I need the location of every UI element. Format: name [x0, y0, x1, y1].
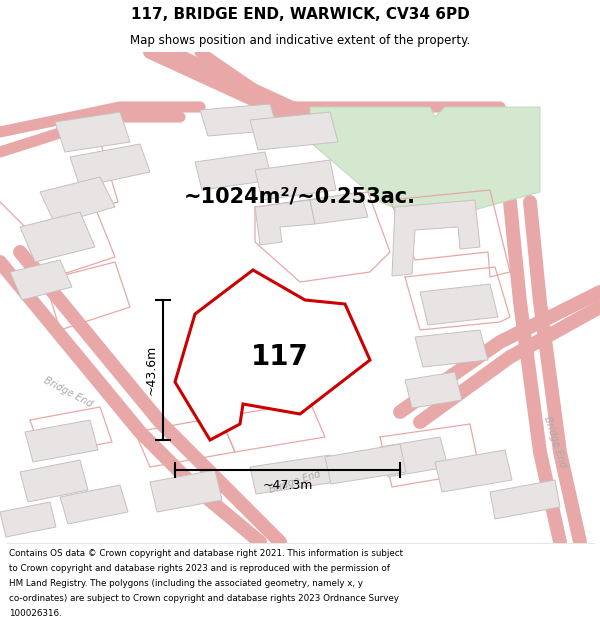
Polygon shape: [55, 112, 130, 152]
Polygon shape: [420, 284, 498, 325]
Polygon shape: [0, 502, 56, 537]
Polygon shape: [195, 152, 272, 190]
Polygon shape: [405, 372, 462, 408]
Polygon shape: [150, 470, 222, 512]
Polygon shape: [60, 485, 128, 524]
Polygon shape: [490, 480, 560, 519]
Text: ~43.6m: ~43.6m: [145, 345, 157, 395]
Polygon shape: [255, 160, 336, 200]
Polygon shape: [20, 212, 95, 262]
Text: Bridge End: Bridge End: [42, 375, 94, 409]
Polygon shape: [250, 112, 338, 150]
Polygon shape: [40, 177, 115, 224]
Text: 117: 117: [251, 343, 309, 371]
Polygon shape: [310, 192, 368, 224]
Polygon shape: [250, 455, 336, 494]
Text: Map shows position and indicative extent of the property.: Map shows position and indicative extent…: [130, 34, 470, 47]
Text: ~47.3m: ~47.3m: [262, 479, 313, 492]
Polygon shape: [435, 450, 512, 492]
Polygon shape: [70, 144, 150, 187]
Polygon shape: [415, 330, 488, 367]
Text: 100026316.: 100026316.: [9, 609, 62, 618]
Text: to Crown copyright and database rights 2023 and is reproduced with the permissio: to Crown copyright and database rights 2…: [9, 564, 390, 573]
Text: Bridge End: Bridge End: [268, 469, 322, 495]
Polygon shape: [325, 444, 406, 484]
Text: Contains OS data © Crown copyright and database right 2021. This information is : Contains OS data © Crown copyright and d…: [9, 549, 403, 558]
Polygon shape: [175, 270, 370, 440]
Text: co-ordinates) are subject to Crown copyright and database rights 2023 Ordnance S: co-ordinates) are subject to Crown copyr…: [9, 594, 399, 603]
Text: 117, BRIDGE END, WARWICK, CV34 6PD: 117, BRIDGE END, WARWICK, CV34 6PD: [131, 7, 469, 22]
Polygon shape: [200, 104, 278, 136]
Polygon shape: [310, 107, 540, 222]
Polygon shape: [255, 200, 315, 245]
Text: Bridge End: Bridge End: [542, 415, 568, 469]
Polygon shape: [392, 200, 480, 276]
Polygon shape: [380, 437, 448, 477]
Polygon shape: [20, 460, 88, 502]
Polygon shape: [25, 420, 98, 462]
Text: ~1024m²/~0.253ac.: ~1024m²/~0.253ac.: [184, 187, 416, 207]
Polygon shape: [10, 260, 72, 300]
Text: HM Land Registry. The polygons (including the associated geometry, namely x, y: HM Land Registry. The polygons (includin…: [9, 579, 363, 588]
